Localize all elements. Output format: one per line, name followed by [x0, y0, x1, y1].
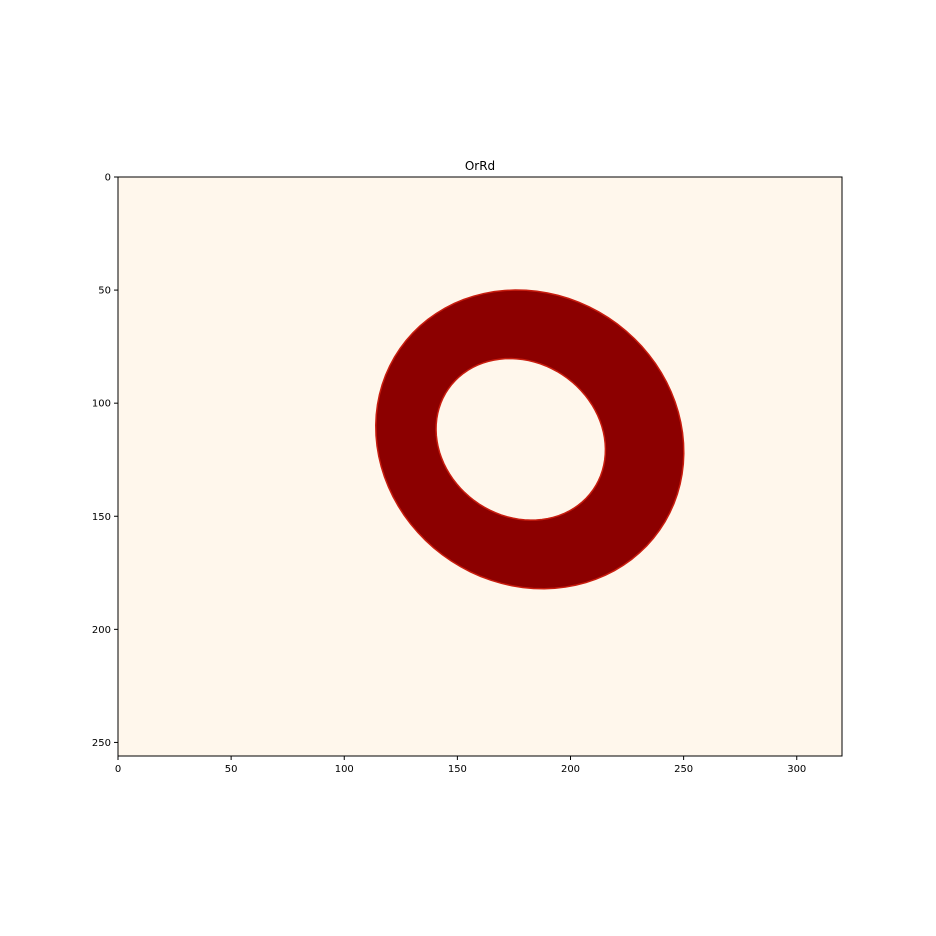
x-tick-label: 100: [335, 764, 354, 775]
plot-area: [117, 176, 843, 757]
x-tick-label: 50: [225, 764, 238, 775]
heatmap-ring: [375, 289, 685, 590]
heatmap-ring-shape: [375, 289, 685, 590]
y-tick-label: 100: [92, 399, 111, 410]
y-tick-label: 0: [105, 173, 111, 184]
x-tick-label: 0: [115, 764, 121, 775]
y-tick-label: 250: [92, 738, 111, 749]
x-tick-label: 200: [561, 764, 580, 775]
x-tick-label: 300: [787, 764, 806, 775]
heatmap-background: [118, 177, 842, 756]
y-tick-label: 200: [92, 625, 111, 636]
y-tick-label: 150: [92, 512, 111, 523]
x-tick-label: 250: [674, 764, 693, 775]
x-axis: 0 50 100 150 200 250 300: [115, 756, 806, 775]
y-axis: 0 50 100 150 200 250: [92, 173, 118, 749]
y-tick-label: 50: [98, 286, 111, 297]
chart-title: OrRd: [465, 159, 495, 173]
axes-frame: [117, 176, 843, 757]
x-tick-label: 150: [448, 764, 467, 775]
